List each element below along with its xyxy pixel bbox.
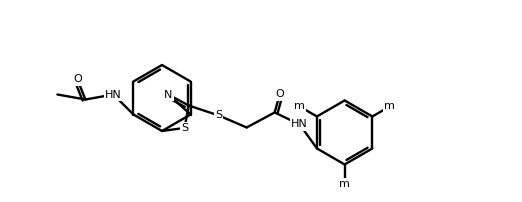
Text: m: m: [294, 101, 305, 112]
Text: S: S: [215, 110, 222, 120]
Text: N: N: [164, 90, 173, 100]
Text: m: m: [339, 179, 350, 189]
Text: O: O: [73, 75, 82, 84]
Text: HN: HN: [291, 119, 308, 129]
Text: O: O: [275, 89, 284, 99]
Text: m: m: [384, 101, 395, 112]
Text: S: S: [181, 123, 188, 133]
Text: HN: HN: [105, 89, 122, 100]
